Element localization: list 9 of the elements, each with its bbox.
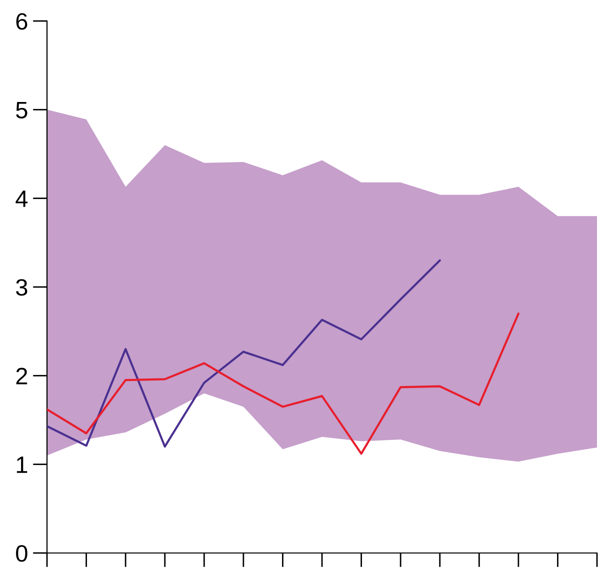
y-tick-label: 6 <box>16 13 28 30</box>
y-tick-label: 4 <box>16 190 28 207</box>
y-tick-label: 1 <box>16 456 28 473</box>
y-tick-label: 3 <box>16 279 28 296</box>
y-tick-label: 0 <box>16 545 28 562</box>
y-tick-label: 5 <box>16 102 28 118</box>
line-series <box>47 312 520 455</box>
line-series <box>47 259 441 448</box>
y-tick-label: 2 <box>16 368 28 384</box>
